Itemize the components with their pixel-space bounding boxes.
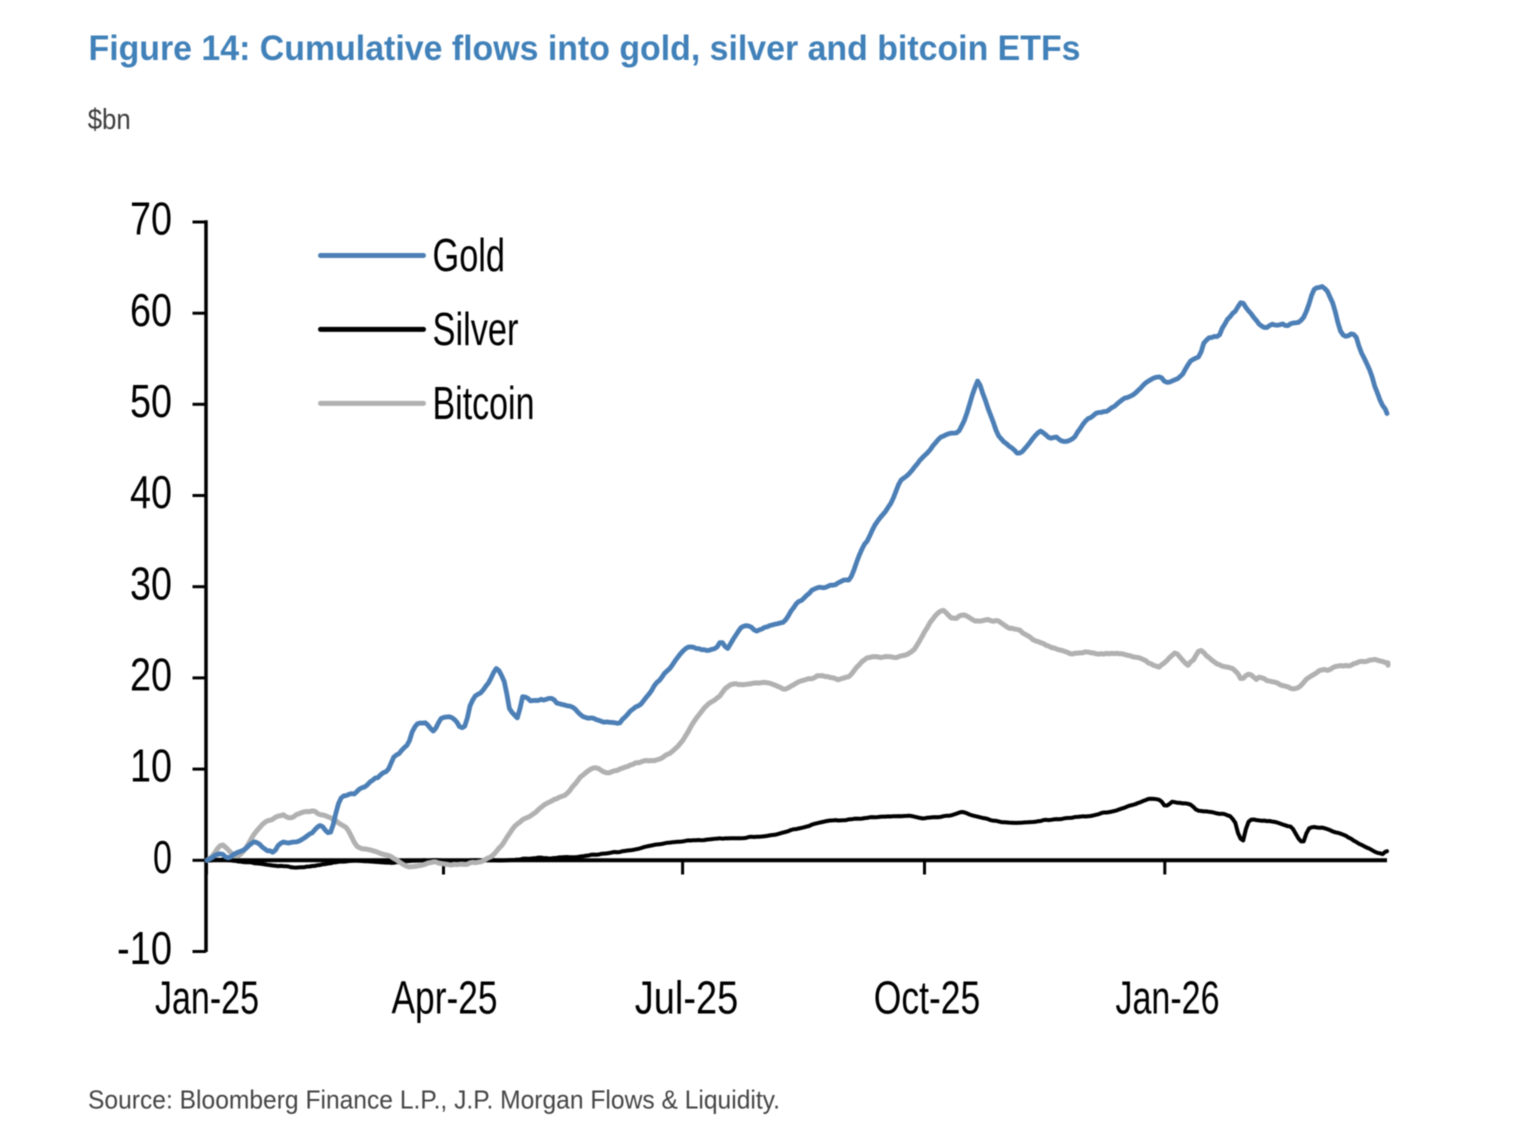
svg-text:Jan-26: Jan-26	[1116, 972, 1220, 1024]
svg-text:Apr-25: Apr-25	[392, 972, 498, 1024]
svg-text:30: 30	[130, 557, 172, 609]
svg-text:70: 70	[130, 193, 172, 245]
svg-text:20: 20	[130, 649, 172, 701]
svg-text:Gold: Gold	[433, 229, 506, 281]
svg-text:10: 10	[130, 740, 172, 792]
svg-text:$bn: $bn	[88, 104, 131, 136]
svg-text:40: 40	[130, 466, 172, 518]
svg-text:Oct-25: Oct-25	[874, 972, 981, 1024]
svg-text:Jan-25: Jan-25	[155, 972, 259, 1024]
svg-text:Silver: Silver	[433, 303, 519, 355]
svg-text:Source: Bloomberg Finance L.P.: Source: Bloomberg Finance L.P., J.P. Mor…	[88, 1085, 780, 1115]
svg-text:-10: -10	[117, 922, 172, 974]
svg-text:Bitcoin: Bitcoin	[433, 377, 535, 429]
svg-text:Jul-25: Jul-25	[635, 972, 739, 1024]
svg-text:Figure 14: Cumulative flows in: Figure 14: Cumulative flows into gold, s…	[89, 29, 1081, 68]
svg-text:50: 50	[130, 375, 172, 427]
svg-text:60: 60	[130, 284, 172, 336]
svg-text:0: 0	[153, 831, 172, 883]
